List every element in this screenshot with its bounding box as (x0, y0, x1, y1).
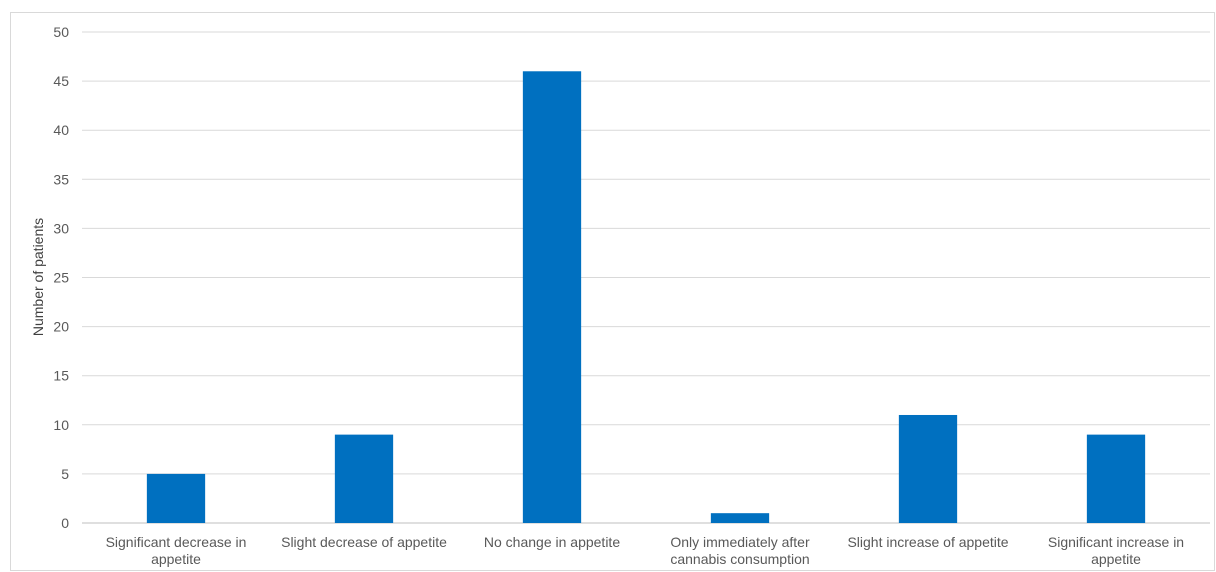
chart-frame (10, 12, 1215, 571)
x-tick-label: Significant increase in appetite (1048, 534, 1184, 567)
x-tick-label-line: Only immediately after (670, 534, 810, 550)
x-tick-label-line: appetite (151, 551, 201, 567)
x-tick-label: Slight decrease of appetite (281, 534, 447, 550)
y-tick-label: 10 (53, 417, 69, 433)
y-tick-label: 5 (61, 466, 69, 482)
bar (1086, 434, 1146, 523)
bar (334, 434, 394, 523)
y-tick-label: 20 (53, 319, 69, 335)
x-tick-label-line: Significant decrease in (106, 534, 247, 550)
x-tick-label-line: cannabis consumption (670, 551, 809, 567)
x-tick-label-line: Slight decrease of appetite (281, 534, 447, 550)
y-tick-label: 45 (53, 73, 69, 89)
x-tick-label-line: No change in appetite (484, 534, 620, 550)
y-axis-title: Number of patients (30, 218, 46, 336)
x-tick-label-line: appetite (1091, 551, 1141, 567)
y-tick-label: 25 (53, 270, 69, 286)
bar (146, 473, 206, 523)
y-tick-label: 0 (61, 515, 69, 531)
x-tick-label-line: Slight increase of appetite (847, 534, 1008, 550)
bar (898, 414, 958, 523)
x-tick-label: No change in appetite (484, 534, 620, 550)
x-tick-label: Slight increase of appetite (847, 534, 1008, 550)
y-axis-ticks: 0 5 10 15 20 25 30 35 40 45 50 (53, 24, 69, 531)
x-tick-label: Only immediately after cannabis consumpti… (670, 534, 810, 567)
x-tick-label-line: Significant increase in (1048, 534, 1184, 550)
bar (522, 71, 582, 523)
y-tick-label: 15 (53, 368, 69, 384)
gridlines (82, 31, 1210, 524)
y-tick-label: 40 (53, 122, 69, 138)
y-tick-label: 30 (53, 220, 69, 236)
bars (146, 71, 1146, 523)
y-tick-label: 50 (53, 24, 69, 40)
bar (710, 513, 770, 523)
y-tick-label: 35 (53, 171, 69, 187)
x-tick-label: Significant decrease in appetite (106, 534, 247, 567)
